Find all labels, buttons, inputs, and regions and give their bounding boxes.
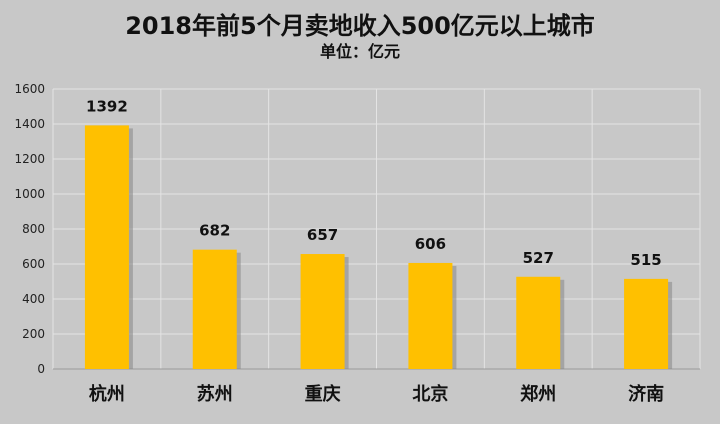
chart-title: 2018年前5个月卖地收入500亿元以上城市	[125, 12, 595, 40]
y-tick-label: 400	[22, 292, 45, 306]
data-label: 527	[523, 249, 554, 267]
category-label: 重庆	[305, 383, 341, 405]
bar	[624, 278, 669, 369]
category-label: 苏州	[197, 383, 233, 405]
y-tick-label: 1600	[14, 82, 45, 96]
chart-subtitle: 单位：亿元	[319, 42, 400, 61]
category-label: 济南	[628, 383, 664, 405]
y-tick-label: 200	[22, 327, 45, 341]
data-label: 515	[630, 251, 661, 269]
y-tick-label: 600	[22, 257, 45, 271]
y-tick-label: 0	[37, 362, 45, 376]
data-label: 1392	[86, 97, 128, 115]
bar	[192, 249, 237, 369]
bar	[84, 125, 129, 370]
data-label: 606	[415, 235, 446, 253]
category-label: 郑州	[520, 383, 556, 405]
y-tick-label: 800	[22, 222, 45, 236]
category-label: 北京	[412, 383, 448, 405]
bar	[408, 262, 453, 369]
data-label: 657	[307, 226, 338, 244]
category-label: 杭州	[89, 383, 125, 405]
data-label: 682	[199, 222, 230, 240]
y-tick-label: 1000	[14, 187, 45, 201]
bar	[300, 254, 345, 369]
y-tick-label: 1400	[14, 117, 45, 131]
y-tick-label: 1200	[14, 152, 45, 166]
bar	[516, 276, 561, 369]
